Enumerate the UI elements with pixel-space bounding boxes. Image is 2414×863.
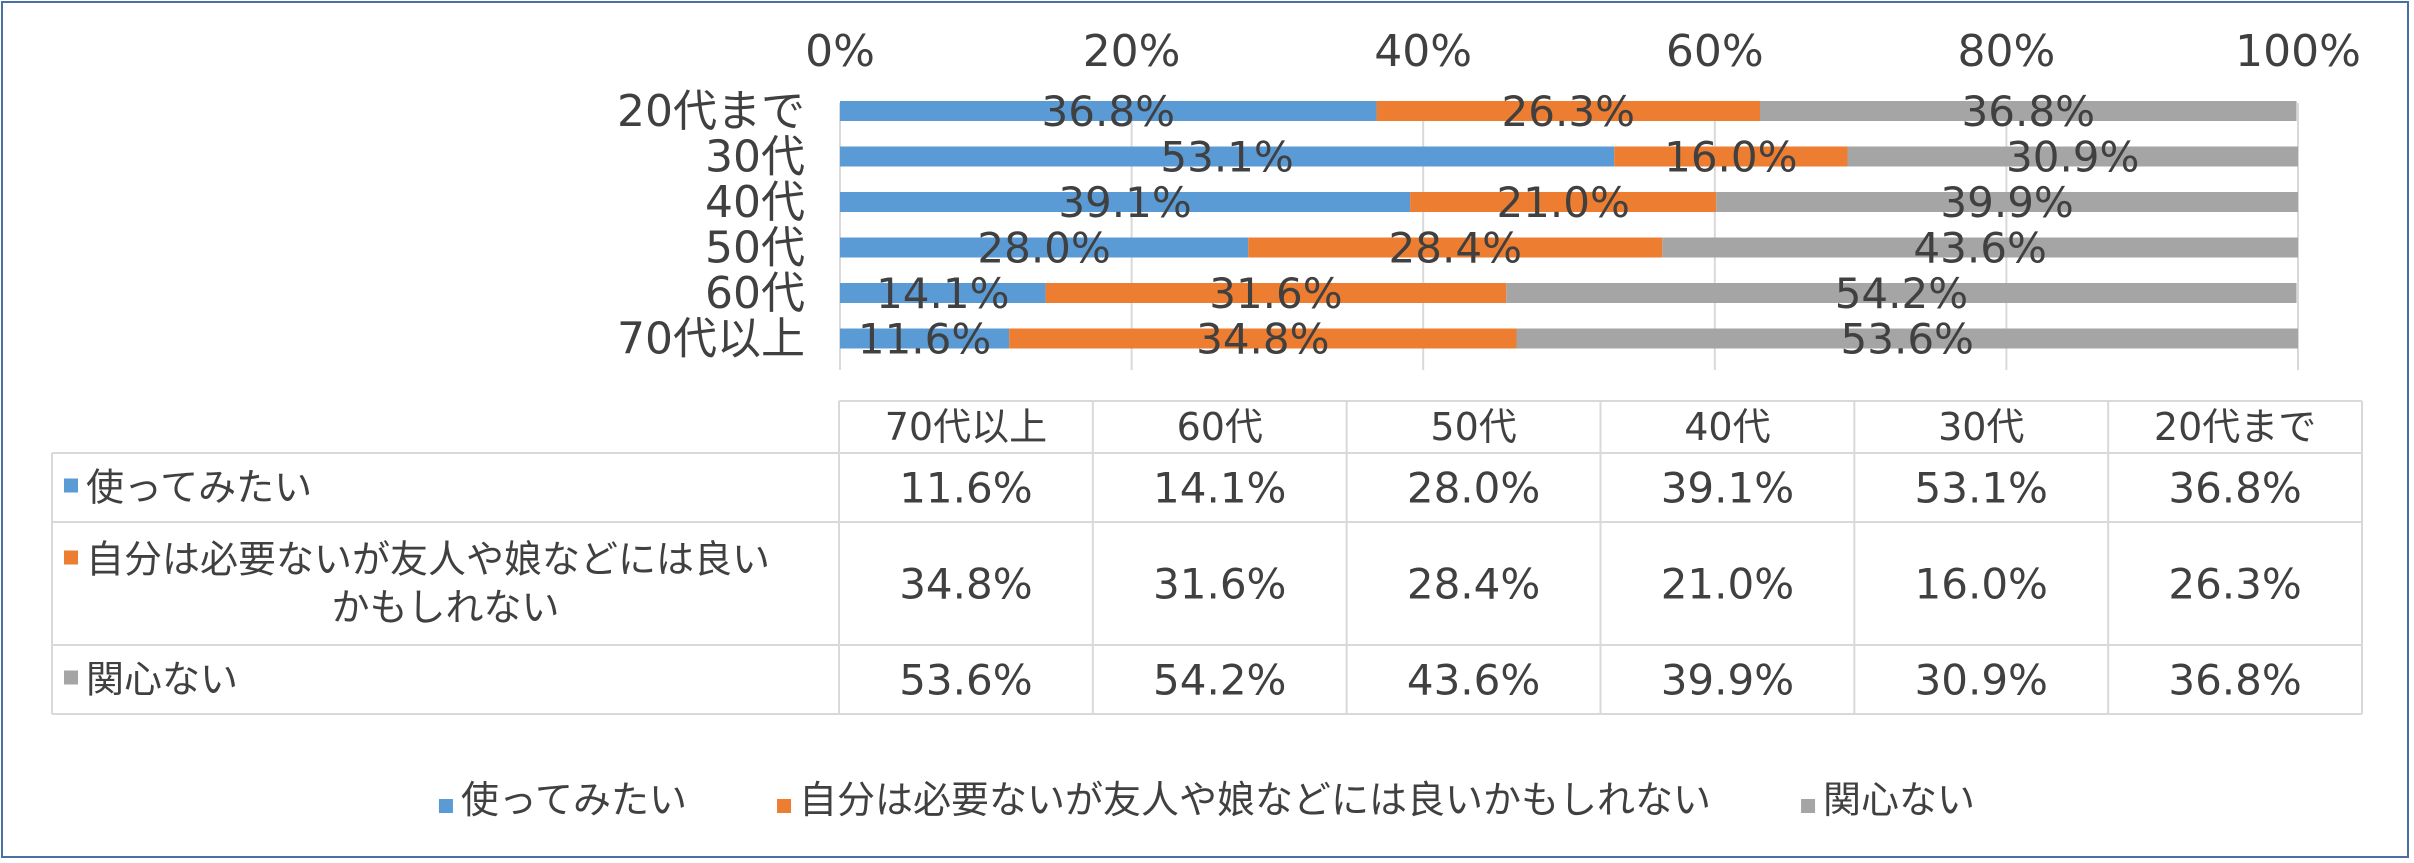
bar-segment [1516, 328, 2298, 349]
data-label: 39.1% [1058, 178, 1191, 227]
data-label: 30.9% [2006, 133, 2139, 182]
table-column-header: 60代 [1177, 405, 1263, 449]
data-label: 36.8% [1962, 87, 2095, 136]
bar-segment [1716, 192, 2298, 212]
x-tick-label: 100% [2235, 26, 2361, 77]
table-legend-key [64, 550, 78, 565]
bar-segment [1847, 146, 2298, 167]
table-cell: 28.0% [1407, 464, 1540, 513]
table-cell: 21.0% [1661, 560, 1794, 609]
table-cell: 39.9% [1661, 656, 1794, 705]
table-column-header: 70代以上 [885, 405, 1047, 449]
bar-segment [1410, 192, 1717, 212]
table-cell: 34.8% [899, 560, 1032, 609]
data-label: 11.6% [858, 315, 991, 364]
bar-segment [1759, 101, 2297, 121]
legend-item: 自分は必要ないが友人や娘などには良いかもしれない [777, 778, 1711, 822]
table-legend-key [64, 478, 78, 493]
data-label: 28.0% [977, 224, 1110, 273]
table-row-label: 使ってみたい [86, 466, 312, 510]
legend-item: 関心ない [1801, 778, 1975, 822]
data-label: 53.6% [1841, 315, 1974, 364]
legend-label: 使ってみたい [461, 778, 687, 822]
x-tick-label: 40% [1374, 26, 1472, 77]
bars: 36.8% 26.3% 36.8%53.1% 16.0% 30.9%39.1% 21.0%… [840, 87, 2298, 364]
table-row-label: かもしれない [331, 586, 559, 630]
table-cell: 53.6% [899, 656, 1032, 705]
category-label: 70代以上 [617, 314, 805, 365]
data-label: 53.1% [1160, 133, 1293, 182]
bar-segment [1009, 328, 1517, 349]
bar-segment [1662, 237, 2298, 258]
table-legend-key [64, 670, 78, 685]
table-cell: 14.1% [1153, 464, 1286, 513]
x-tick-label: 20% [1083, 26, 1181, 77]
category-label: 20代まで [617, 86, 805, 137]
x-tick-label: 80% [1958, 26, 2056, 77]
data-label: 14.1% [876, 269, 1009, 318]
table-column-header: 30代 [1938, 405, 2024, 449]
table-cell: 36.8% [2168, 656, 2301, 705]
legend: 使ってみたい 自分は必要ないが友人や娘などには良いかもしれない 関心ない [438, 778, 1975, 822]
data-label: 26.3% [1502, 87, 1635, 136]
bar-segment [1248, 237, 1663, 258]
x-tick-label: 0% [805, 26, 875, 77]
data-label: 21.0% [1496, 178, 1629, 227]
category-label: 50代 [705, 223, 805, 274]
category-label: 30代 [705, 132, 805, 183]
table-cell: 36.8% [2168, 464, 2301, 513]
data-label: 31.6% [1209, 269, 1342, 318]
table-cell: 28.4% [1407, 560, 1540, 609]
table-cell: 39.1% [1661, 464, 1794, 513]
bar-segment [1045, 283, 1507, 303]
legend-key [777, 799, 792, 813]
bar-segment [840, 192, 1411, 212]
bar-segment [1506, 283, 2297, 303]
legend-key [1801, 799, 1816, 813]
table-row-label: 自分は必要ないが友人や娘などには良い [86, 538, 770, 582]
bar-segment [840, 237, 1249, 258]
data-label: 34.8% [1196, 315, 1329, 364]
bar-segment [1376, 101, 1760, 121]
bar-segment [840, 283, 1046, 303]
category-label: 40代 [705, 177, 805, 228]
table-column-header: 20代まで [2154, 405, 2316, 449]
table-row-label: 関心ない [86, 658, 238, 702]
bar-segment [1614, 146, 1848, 167]
table-cell: 30.9% [1915, 656, 2048, 705]
legend-label: 関心ない [1823, 778, 1975, 822]
x-tick-label: 60% [1666, 26, 1764, 77]
legend-label: 自分は必要ないが友人や娘などには良いかもしれない [799, 778, 1711, 822]
data-label: 36.8% [1042, 87, 1175, 136]
table-column-header: 50代 [1430, 405, 1516, 449]
category-label: 60代 [705, 268, 805, 319]
data-label: 43.6% [1913, 224, 2046, 273]
table-column-header: 40代 [1684, 405, 1770, 449]
table-cell: 53.1% [1915, 464, 2048, 513]
data-label: 16.0% [1664, 133, 1797, 182]
legend-key [438, 799, 453, 813]
data-label: 39.9% [1940, 178, 2073, 227]
table-cell: 16.0% [1915, 560, 2048, 609]
table-cell: 31.6% [1153, 560, 1286, 609]
bar-segment [840, 146, 1615, 167]
data-label: 28.4% [1389, 224, 1522, 273]
legend-item: 使ってみたい [438, 778, 687, 822]
bar-segment [840, 101, 1377, 121]
bar-segment [840, 328, 1010, 349]
table-cell: 11.6% [899, 464, 1032, 513]
data-label: 54.2% [1835, 269, 1968, 318]
table-cell: 26.3% [2168, 560, 2301, 609]
x-axis-ticks: 0% 20% 40% 60% 80% 100% [805, 26, 2361, 77]
table-cell: 43.6% [1407, 656, 1540, 705]
table-cell: 54.2% [1153, 656, 1286, 705]
